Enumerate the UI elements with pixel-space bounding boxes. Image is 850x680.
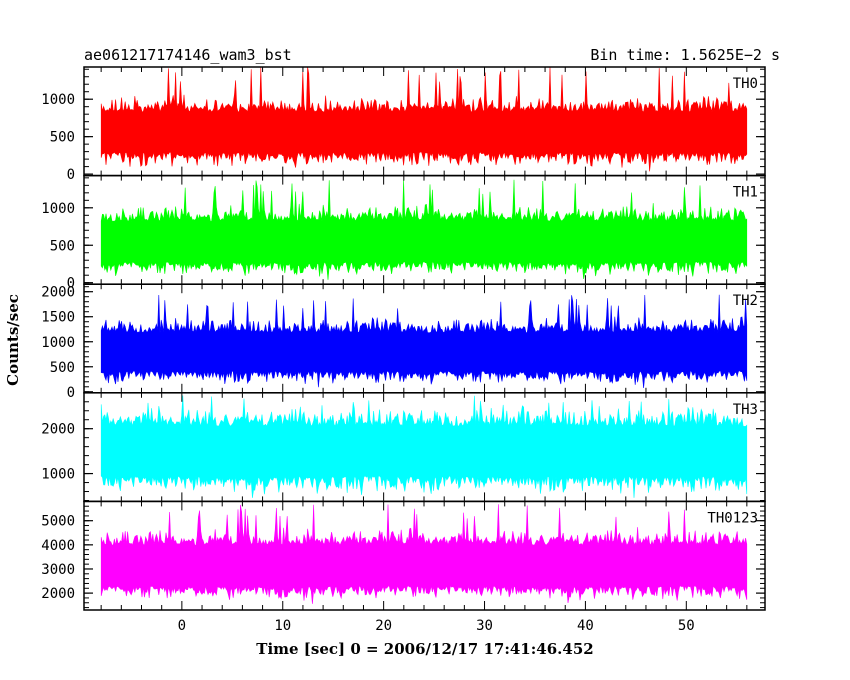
y-tick-label: 2000: [41, 422, 75, 438]
y-tick-label: 1000: [41, 201, 75, 217]
x-tick-label: 30: [476, 618, 493, 634]
x-tick-label: 10: [274, 618, 291, 634]
bin-time-label: Bin time: 1.5625E−2 s: [590, 46, 780, 64]
panel-label-th0123: TH0123: [707, 510, 758, 526]
panel-label-th3: TH3: [733, 402, 758, 418]
series-th1-curve: [100, 179, 748, 280]
x-tick-label: 40: [577, 618, 594, 634]
chart-title: ae061217174146_wam3_bst: [84, 46, 292, 64]
series-th0-curve: [100, 66, 748, 172]
y-tick-label: 3000: [41, 562, 75, 578]
panel-label-th2: TH2: [733, 293, 758, 309]
y-tick-label: 1000: [41, 335, 75, 351]
y-tick-label: 1000: [41, 467, 75, 483]
y-tick-label: 2000: [41, 586, 75, 602]
panels-group: 05001000TH005001000TH10500100015002000TH…: [41, 66, 766, 634]
x-tick-label: 0: [178, 618, 186, 634]
y-tick-label: 2000: [41, 285, 75, 301]
y-tick-label: 0: [67, 385, 75, 401]
y-tick-label: 500: [50, 238, 75, 254]
x-tick-label: 20: [375, 618, 392, 634]
series-th3-curve: [100, 395, 748, 498]
series-th2-curve: [100, 294, 748, 389]
y-tick-label: 1000: [41, 92, 75, 108]
y-tick-label: 5000: [41, 514, 75, 530]
x-tick-label: 50: [678, 618, 695, 634]
panel-frame: [83, 500, 766, 611]
y-tick-label: 0: [67, 276, 75, 292]
y-tick-label: 0: [67, 167, 75, 183]
y-tick-label: 500: [50, 360, 75, 376]
y-tick-label: 4000: [41, 538, 75, 554]
y-axis-label: Counts/sec: [4, 294, 22, 386]
y-tick-label: 1500: [41, 310, 75, 326]
series-th0123-curve: [100, 504, 748, 604]
panel-label-th1: TH1: [733, 185, 758, 201]
x-axis-label: Time [sec] 0 = 2006/12/17 17:41:46.452: [256, 640, 593, 658]
panel-label-th0: TH0: [733, 76, 758, 92]
y-tick-label: 500: [50, 130, 75, 146]
